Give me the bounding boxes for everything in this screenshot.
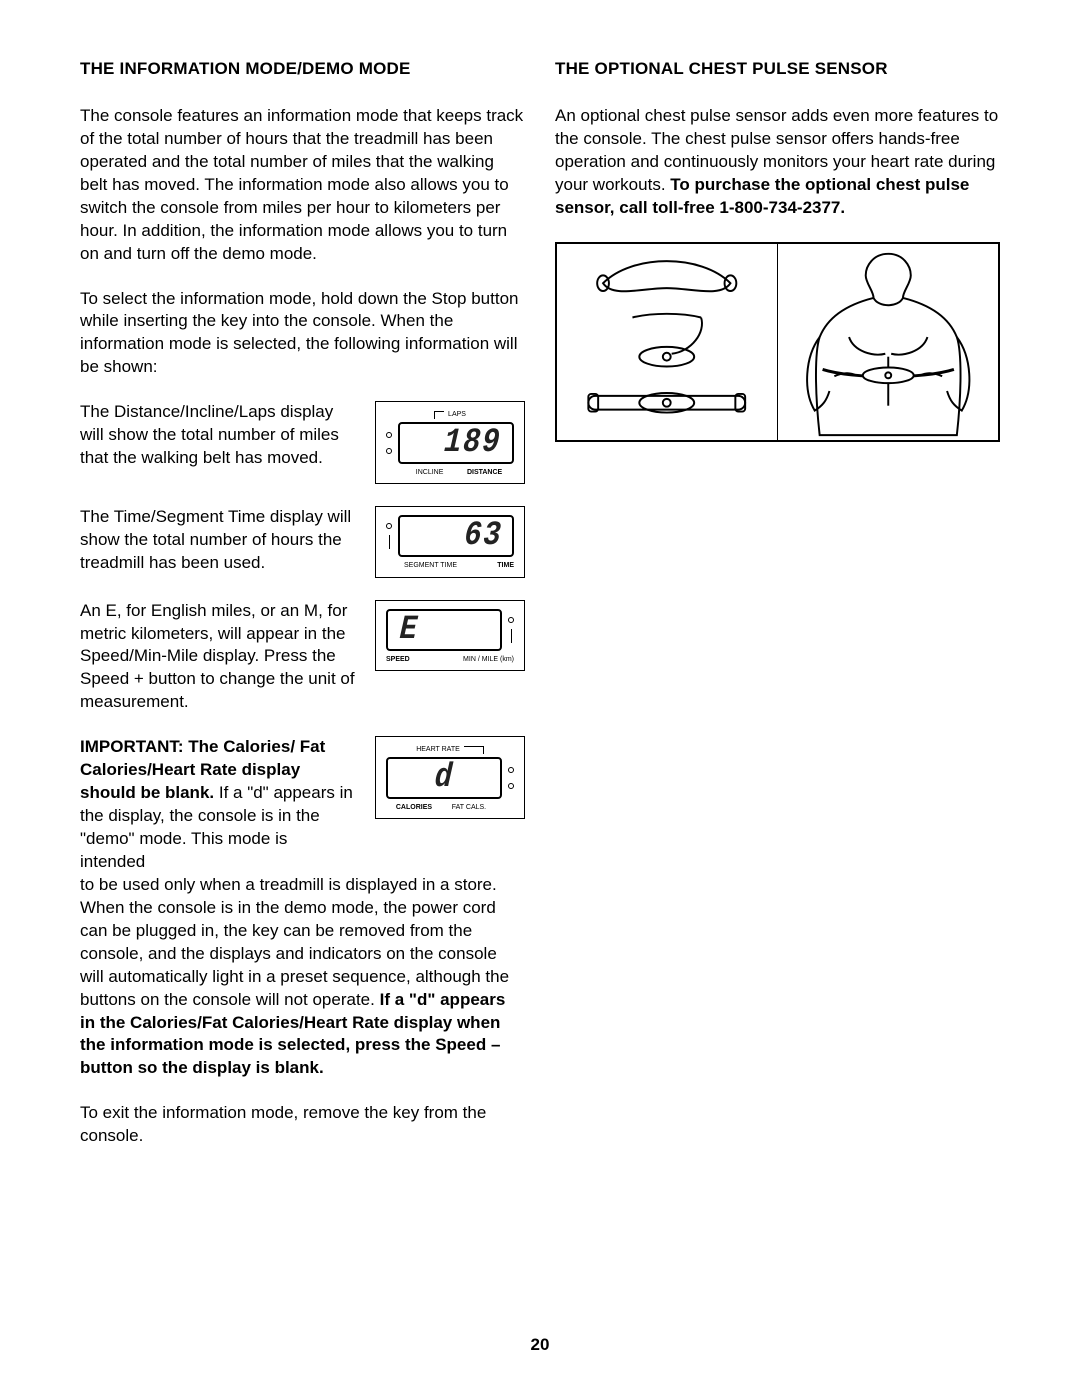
torso-icon — [778, 244, 999, 440]
lcd-distance-display: LAPS 189 INCLINE DISTANCE — [375, 401, 525, 484]
text: to be used only when a treadmill is disp… — [80, 875, 509, 1009]
indicator-dot — [508, 767, 514, 773]
lcd-speed-display: E SPEED MIN / MILE (km) — [375, 600, 525, 671]
lcd-label: HEART RATE — [416, 745, 460, 754]
paragraph: IMPORTANT: The Calories/ Fat Calories/He… — [80, 736, 357, 874]
lcd-label: FAT CALS. — [452, 803, 486, 812]
lcd-label: MIN / MILE (km) — [463, 655, 514, 664]
lcd-label: SEGMENT TIME — [404, 561, 457, 570]
indicator-dot — [386, 523, 392, 529]
paragraph: To exit the information mode, remove the… — [80, 1102, 525, 1148]
lcd-value: 189 — [443, 426, 502, 460]
lcd-value: 63 — [464, 519, 504, 553]
lcd-time-display: 63 SEGMENT TIME TIME — [375, 506, 525, 577]
paragraph: to be used only when a treadmill is disp… — [80, 874, 525, 1080]
paragraph: The console features an information mode… — [80, 105, 525, 266]
page-number: 20 — [0, 1334, 1080, 1357]
paragraph: An optional chest pulse sensor adds even… — [555, 105, 1000, 220]
right-column: THE OPTIONAL CHEST PULSE SENSOR An optio… — [555, 58, 1000, 1170]
paragraph: The Distance/Incline/Laps display will s… — [80, 401, 357, 470]
lcd-label: TIME — [497, 561, 514, 570]
chest-sensor-illustration — [555, 242, 1000, 442]
lcd-value: d — [433, 761, 454, 795]
indicator-dot — [508, 617, 514, 623]
indicator-dot — [386, 448, 392, 454]
section-title-info-mode: THE INFORMATION MODE/DEMO MODE — [80, 58, 525, 81]
paragraph: An E, for English miles, or an M, for me… — [80, 600, 357, 715]
lcd-label: DISTANCE — [467, 468, 502, 477]
lcd-label: INCLINE — [416, 468, 444, 477]
paragraph: To select the information mode, hold dow… — [80, 288, 525, 380]
lcd-label: LAPS — [448, 410, 466, 419]
section-title-chest-sensor: THE OPTIONAL CHEST PULSE SENSOR — [555, 58, 1000, 81]
indicator-dot — [386, 432, 392, 438]
lcd-calories-display: HEART RATE d CALORIES FAT CALS. — [375, 736, 525, 819]
left-column: THE INFORMATION MODE/DEMO MODE The conso… — [80, 58, 525, 1170]
indicator-dot — [508, 783, 514, 789]
lcd-value: E — [399, 613, 420, 647]
paragraph: The Time/Segment Time display will show … — [80, 506, 357, 575]
lcd-label: SPEED — [386, 655, 410, 664]
lcd-label: CALORIES — [396, 803, 432, 812]
chest-strap-icon — [557, 244, 777, 440]
